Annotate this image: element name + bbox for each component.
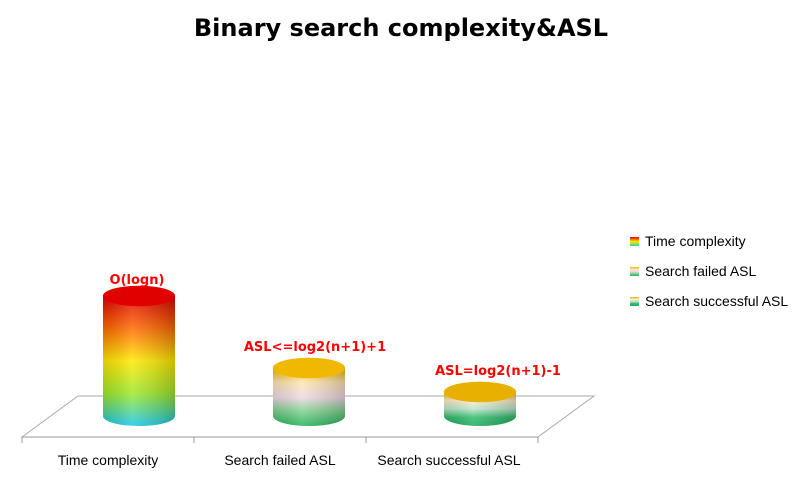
chart-title: Binary search complexity&ASL	[193, 14, 609, 42]
x-tick-label-search-failed-asl: Search failed ASL	[224, 452, 336, 468]
legend-label: Time complexity	[645, 233, 746, 249]
legend-item-time-complexity: Time complexity	[630, 226, 788, 256]
legend-swatch-search-successful-asl	[630, 296, 639, 306]
data-label-search-successful-asl: ASL=log2(n+1)-1	[435, 364, 561, 379]
legend-item-search-successful-asl: Search successful ASL	[630, 286, 788, 316]
bar-search-failed-asl	[272, 357, 346, 426]
x-tick-label-search-successful-asl: Search successful ASL	[377, 452, 520, 468]
data-label-search-failed-asl: ASL<=log2(n+1)+1	[244, 340, 386, 355]
legend-label: Search successful ASL	[645, 293, 789, 309]
legend-swatch-time-complexity	[630, 236, 639, 246]
legend-item-search-failed-asl: Search failed ASL	[630, 256, 788, 286]
legend-swatch-search-failed-asl	[630, 266, 639, 276]
legend-label: Search failed ASL	[645, 263, 757, 279]
legend: Time complexity Search failed ASL Search…	[630, 226, 788, 316]
bar-time-complexity	[102, 285, 176, 426]
x-tick-label-time-complexity: Time complexity	[58, 452, 159, 468]
data-label-time-complexity: O(logn)	[110, 273, 165, 288]
bar-search-successful-asl	[443, 381, 517, 426]
